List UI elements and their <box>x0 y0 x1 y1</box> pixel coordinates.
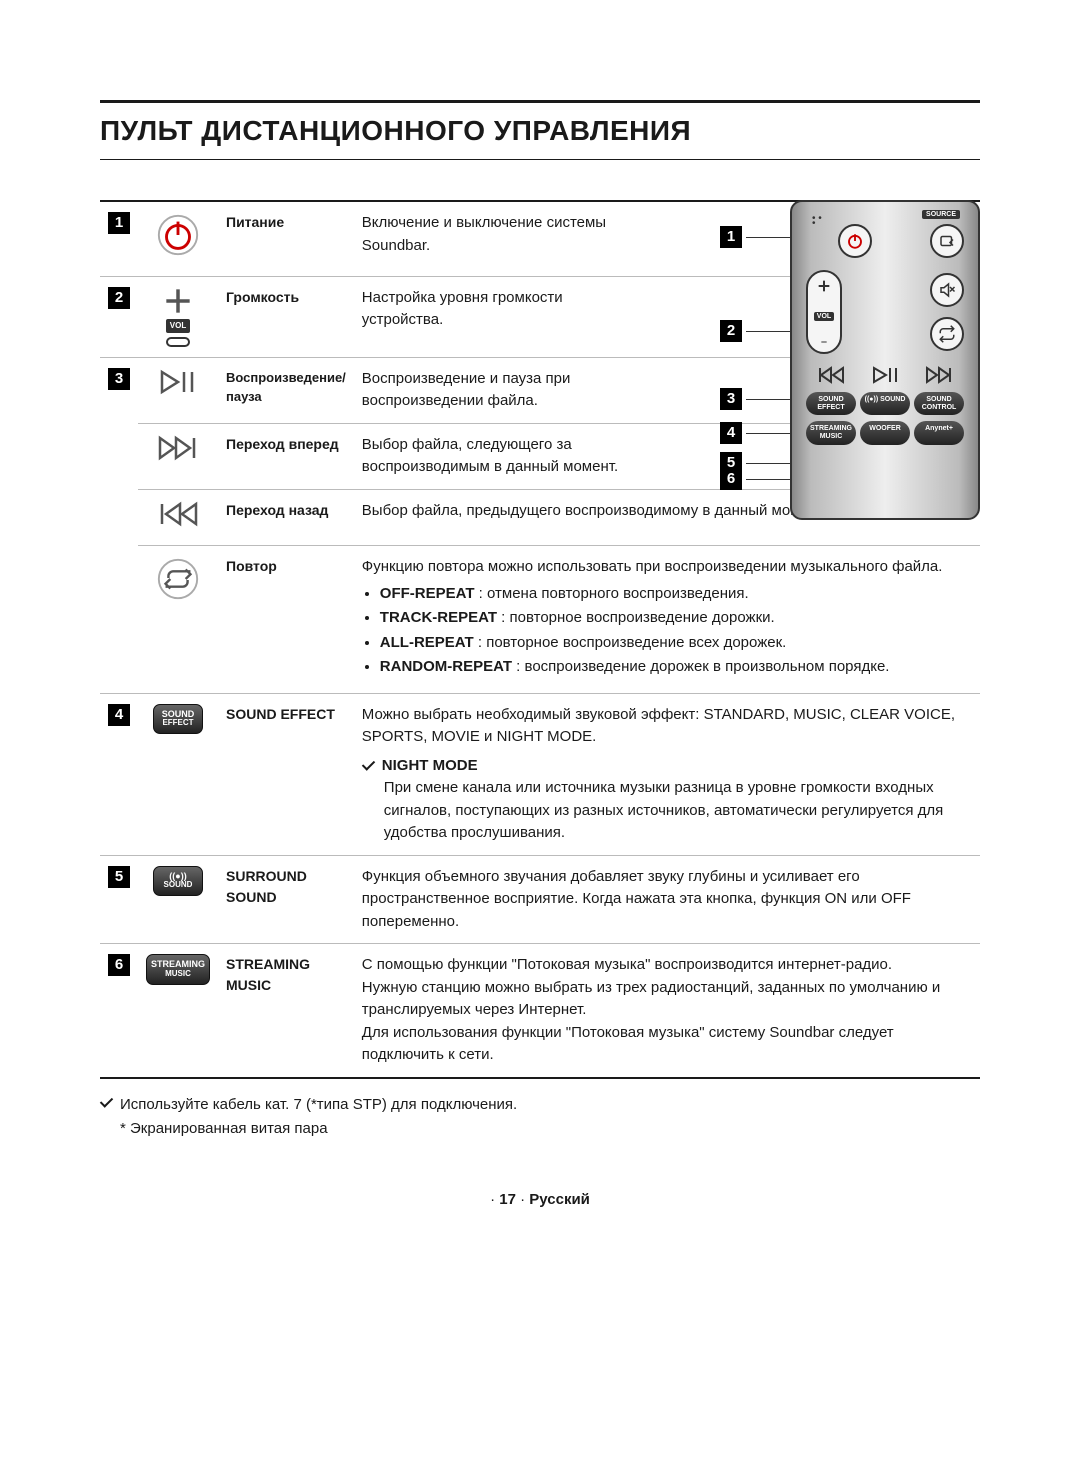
sound-effect-button-icon: SOUNDEFFECT <box>153 704 203 735</box>
callout-4: 4 <box>720 422 792 444</box>
table-row: 6 STREAMINGMUSIC STREAMING MUSIC С помощ… <box>100 944 980 1078</box>
row-desc: Функция объемного звучания добавляет зву… <box>354 855 980 944</box>
table-row: 4 SOUNDEFFECT SOUND EFFECT Можно выбрать… <box>100 693 980 855</box>
sound-control-pill: SOUND CONTROL <box>914 392 964 415</box>
row-number: 6 <box>108 954 130 976</box>
power-icon <box>155 212 201 258</box>
row-desc: Включение и выключение системы Soundbar. <box>362 212 622 257</box>
sound-effect-pill: SOUND EFFECT <box>806 392 856 415</box>
row-number: 4 <box>108 704 130 726</box>
row-desc: Настройка уровня громкости устройства. <box>362 287 622 332</box>
row-label: Переход назад <box>218 489 354 546</box>
row-label: SOUND EFFECT <box>218 693 354 855</box>
row-label: Повтор <box>218 546 354 694</box>
content-wrapper: • •• SOURCE VOL <box>100 200 980 1208</box>
surround-sound-pill: ((●)) SOUND <box>860 392 910 415</box>
row-label: STREAMING MUSIC <box>218 944 354 1078</box>
row-desc: Функцию повтора можно использовать при в… <box>354 546 980 694</box>
row-desc: Можно выбрать необходимый звуковой эффек… <box>354 693 980 855</box>
callout-6: 6 <box>720 468 792 490</box>
surround-button-icon: ((●))SOUND <box>153 866 203 897</box>
streaming-button-icon: STREAMINGMUSIC <box>146 954 210 985</box>
page-footer: · 17 · Русский <box>100 1191 980 1208</box>
power-button-icon <box>838 224 872 258</box>
source-button-icon <box>930 224 964 258</box>
volume-rocker-icon: VOL <box>806 270 842 354</box>
row-label: Воспроизведение/пауза <box>218 357 354 423</box>
callout-3: 3 <box>720 388 792 410</box>
prev-icon <box>156 500 200 528</box>
row-number: 2 <box>108 287 130 309</box>
repeat-icon <box>155 556 201 602</box>
callout-1: 1 <box>720 226 792 248</box>
pill-row-1: SOUND EFFECT ((●)) SOUND SOUND CONTROL <box>806 392 964 415</box>
prev-icon <box>817 366 847 384</box>
row-desc: Выбор файла, следующего за воспроизводим… <box>362 434 622 479</box>
next-icon <box>923 366 953 384</box>
play-pause-icon <box>870 366 900 384</box>
footer-note-2: * Экранированная витая пара <box>120 1117 980 1141</box>
row-number: 5 <box>108 866 130 888</box>
row-label: Громкость <box>218 276 354 357</box>
streaming-music-pill: STREAMING MUSIC <box>806 421 856 444</box>
footer-notes: Используйте кабель кат. 7 (*типа STP) дл… <box>100 1093 980 1141</box>
remote-body: • •• SOURCE VOL <box>790 200 980 520</box>
woofer-pill: WOOFER <box>860 421 910 444</box>
row-desc: Воспроизведение и пауза при воспроизведе… <box>362 368 622 413</box>
footer-note-1: Используйте кабель кат. 7 (*типа STP) дл… <box>120 1093 517 1117</box>
vol-label: VOL <box>814 312 834 321</box>
check-icon <box>100 1095 114 1109</box>
vol-label: VOL <box>166 319 190 333</box>
source-label: SOURCE <box>922 210 960 219</box>
table-row: Повтор Функцию повтора можно использоват… <box>100 546 980 694</box>
pill-row-2: STREAMING MUSIC WOOFER Anynet+ <box>806 421 964 444</box>
table-row: 5 ((●))SOUND SURROUND SOUND Функция объе… <box>100 855 980 944</box>
anynet-pill: Anynet+ <box>914 421 964 444</box>
bluetooth-icon: • •• <box>812 216 822 226</box>
row-desc: С помощью функции "Потоковая музыка" вос… <box>354 944 980 1078</box>
callout-2: 2 <box>720 320 792 342</box>
volume-icon: VOL <box>164 287 192 347</box>
row-label: Питание <box>218 201 354 276</box>
row-label: SURROUND SOUND <box>218 855 354 944</box>
remote-diagram: • •• SOURCE VOL <box>710 200 980 530</box>
next-icon <box>156 434 200 462</box>
row-number: 3 <box>108 368 130 390</box>
row-number: 1 <box>108 212 130 234</box>
row-label: Переход вперед <box>218 423 354 489</box>
check-icon <box>362 758 376 772</box>
play-pause-icon <box>156 368 200 396</box>
mute-button-icon <box>930 273 964 307</box>
transport-row <box>806 366 964 384</box>
page-title: ПУЛЬТ ДИСТАНЦИОННОГО УПРАВЛЕНИЯ <box>100 100 980 160</box>
repeat-button-icon <box>930 317 964 351</box>
